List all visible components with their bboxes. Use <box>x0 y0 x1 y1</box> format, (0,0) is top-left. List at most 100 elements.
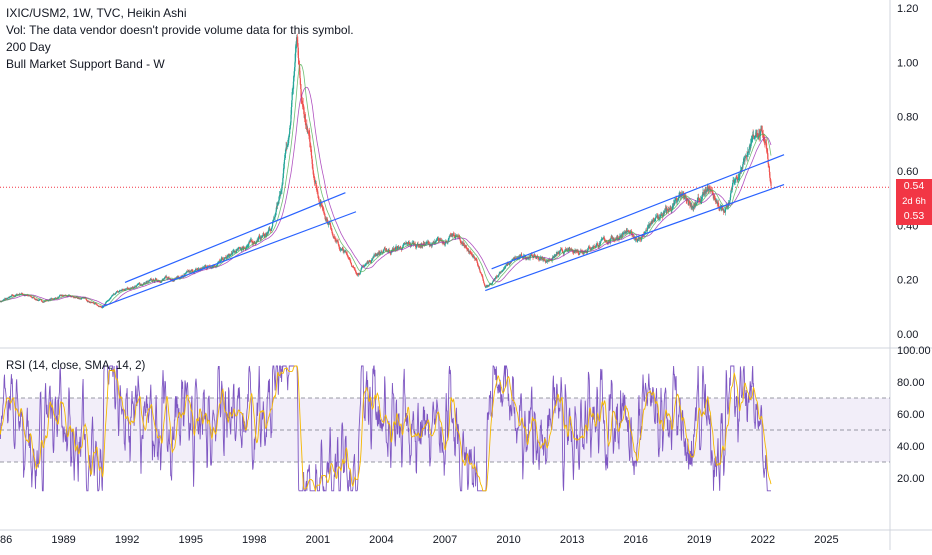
candle-body <box>353 268 356 270</box>
candle-body <box>163 278 165 279</box>
candle-body <box>382 251 384 253</box>
candle-body <box>242 246 244 248</box>
candle-body <box>644 232 647 234</box>
candle-body <box>109 298 112 299</box>
candle-body <box>730 188 733 191</box>
candle-body <box>450 235 452 237</box>
candle-body <box>716 202 718 204</box>
band-label[interactable]: Bull Market Support Band - W <box>6 57 165 71</box>
candle-body <box>651 221 653 222</box>
candle-body <box>548 260 550 262</box>
candle-body <box>713 196 715 198</box>
candle-body <box>723 209 725 213</box>
candle-body <box>697 197 700 200</box>
candle-body <box>88 300 90 302</box>
candle-body <box>261 237 263 239</box>
candle-body <box>390 251 392 254</box>
candle-body <box>645 229 647 233</box>
candle-body <box>287 141 289 146</box>
candle-body <box>462 242 464 245</box>
candle-body <box>736 177 738 179</box>
candle-body <box>582 252 584 254</box>
candle-body <box>527 257 530 259</box>
candle-body <box>483 280 485 283</box>
candle-body <box>756 134 758 135</box>
time-tick-label: 1998 <box>242 534 266 546</box>
candle-body <box>552 257 554 259</box>
candle-body <box>687 200 689 202</box>
candle-body <box>274 212 277 217</box>
candle-body <box>257 239 259 242</box>
candle-body <box>150 278 152 280</box>
candle-body <box>286 146 288 148</box>
candle-body <box>264 234 266 236</box>
candle-body <box>765 143 768 149</box>
time-tick-label: 2007 <box>433 534 457 546</box>
candle-body <box>97 305 99 306</box>
candle-body <box>647 226 649 228</box>
candle-body <box>312 167 314 171</box>
candle-body <box>80 298 83 300</box>
candle-body <box>96 304 98 306</box>
candle-body <box>321 203 323 207</box>
candle-body <box>675 197 678 201</box>
candle-body <box>231 253 233 255</box>
candle-body <box>407 243 409 245</box>
candle-body <box>276 204 279 206</box>
candle-body <box>767 163 770 166</box>
candle-body <box>342 248 344 249</box>
symbol-title[interactable]: IXIC/USM2, 1W, TVC, Heikin Ashi <box>6 6 187 20</box>
candle-body <box>520 255 522 257</box>
candle-body <box>589 248 591 250</box>
candle-body <box>58 297 60 298</box>
rsi-label[interactable]: RSI (14, close, SMA, 14, 2) <box>6 360 146 372</box>
candle-body <box>721 206 724 209</box>
candle-body <box>758 133 760 136</box>
candle-body <box>521 254 523 256</box>
candle-body <box>597 245 599 247</box>
candle-body <box>641 237 643 239</box>
candle-body <box>723 211 726 213</box>
candle-body <box>701 198 703 201</box>
candle-body <box>355 273 358 275</box>
candle-body <box>305 119 307 125</box>
candle-body <box>648 224 651 226</box>
candle-body <box>312 170 314 174</box>
candle-body <box>236 250 238 252</box>
candle-body <box>139 283 141 285</box>
candle-body <box>261 235 264 238</box>
candle-body <box>327 220 329 223</box>
candle-body <box>85 299 87 301</box>
candle-body <box>754 136 756 138</box>
candle-body <box>447 239 449 242</box>
candle-body <box>766 148 768 153</box>
candle-body <box>394 248 396 250</box>
candle-body <box>687 200 689 204</box>
candle-body <box>395 248 397 249</box>
candle-body <box>583 252 585 254</box>
candle-body <box>232 251 234 253</box>
candle-body <box>247 245 249 247</box>
candle-body <box>497 275 499 277</box>
ma-label[interactable]: 200 Day <box>6 40 51 54</box>
candle-body <box>222 257 224 260</box>
candle-body <box>249 239 251 242</box>
candle-body <box>127 288 129 290</box>
volume-note[interactable]: Vol: The data vendor doesn't provide vol… <box>6 23 354 37</box>
candle-body <box>227 255 229 257</box>
candle-body <box>494 278 496 280</box>
candle-body <box>503 267 506 270</box>
candle-body <box>159 282 162 284</box>
candle-body <box>316 187 318 190</box>
candle-body <box>364 265 366 267</box>
candle-body <box>768 165 770 167</box>
time-tick-label: 2010 <box>496 534 520 546</box>
candle-body <box>251 240 253 242</box>
candle-body <box>284 153 286 156</box>
candle-body <box>612 238 614 240</box>
candle-body <box>662 214 664 217</box>
candle-body <box>395 246 398 249</box>
candle-body <box>296 39 299 45</box>
